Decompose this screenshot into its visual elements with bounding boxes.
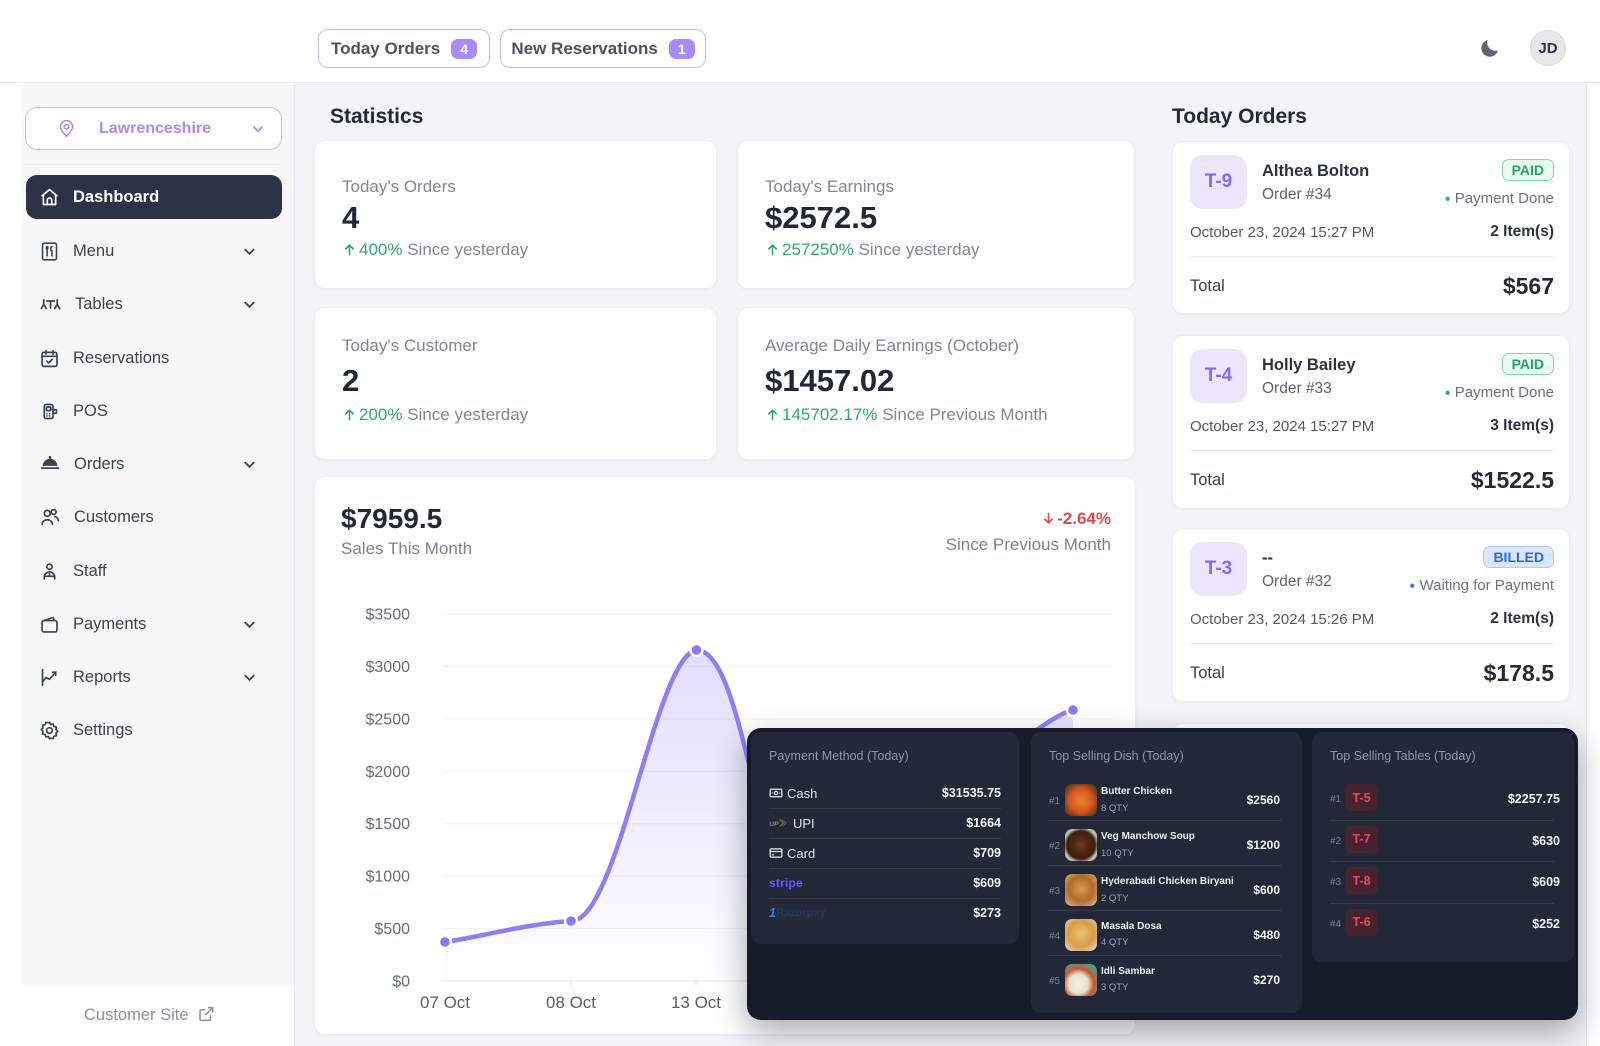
svg-text:$2000: $2000 [366, 764, 411, 781]
svg-text:07 Oct: 07 Oct [420, 993, 470, 1012]
svg-text:$3500: $3500 [366, 607, 411, 624]
svg-text:$0: $0 [392, 974, 410, 991]
svg-text:$1500: $1500 [366, 816, 411, 833]
svg-text:$3000: $3000 [366, 659, 411, 676]
svg-text:$1000: $1000 [366, 869, 411, 886]
svg-text:$500: $500 [374, 921, 410, 938]
svg-text:08 Oct: 08 Oct [546, 993, 596, 1012]
svg-text:$2500: $2500 [366, 711, 411, 728]
svg-text:UP: UP [769, 821, 779, 827]
svg-text:13 Oct: 13 Oct [671, 993, 721, 1012]
